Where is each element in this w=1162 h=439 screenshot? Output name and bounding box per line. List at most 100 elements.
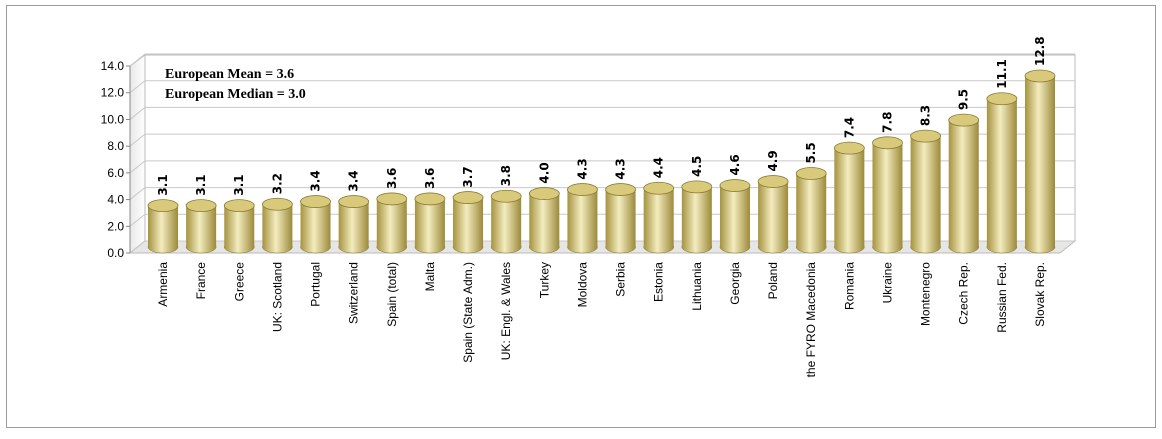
bar-top [223,199,255,212]
value-label: 4.0 [537,162,551,183]
value-label: 4.3 [575,158,589,179]
bar-body [834,148,865,247]
value-label: 11.1 [995,59,1009,89]
bar-top [567,183,598,196]
bar-top [528,187,560,200]
bar-body [872,142,903,247]
annotation: European Median = 3.0 [165,87,306,102]
x-tick-label: Serbia [614,262,628,297]
x-tick-label: Estonia [652,262,666,302]
x-tick-label: Switzerland [347,262,361,324]
x-tick-label: Portugal [309,262,323,307]
bar-top [872,136,903,150]
x-tick-label: Romania [842,262,856,310]
bar [414,192,446,254]
value-label: 3.6 [423,168,437,189]
bar [872,136,903,254]
grid-line [129,187,146,200]
bar-top [795,167,827,180]
bar-body [986,98,1017,247]
bar-top [490,189,522,203]
x-tick-label: UK: Engl. & Wales [499,262,513,360]
y-tick-label: 8.0 [107,139,124,153]
x-tick-label: Montenegro [919,262,933,326]
value-label: 3.4 [309,170,323,191]
bar [986,92,1018,254]
bar-body [758,181,789,247]
frame [6,5,1156,428]
bar [490,189,522,254]
value-label: 4.9 [766,150,780,171]
bar-top [681,180,713,194]
grid-line [129,240,146,254]
bar-body [681,186,712,247]
value-label: 4.5 [690,156,704,177]
value-label: 3.1 [194,174,208,195]
value-label: 7.4 [842,117,856,138]
bar-top [414,192,446,206]
x-tick-label: Ukraine [880,262,894,304]
bar [223,199,255,254]
bar-body [148,205,178,247]
side-wall [129,54,146,255]
y-tick-label: 4.0 [107,193,124,207]
x-tick-label: France [194,262,208,300]
x-tick-label: Georgia [728,262,742,305]
x-tick-label: the FYRO Macedonia [804,262,818,378]
grid-line [129,53,146,67]
bar [147,199,179,254]
bar-top [643,181,675,195]
bar-body [567,189,598,247]
value-label: 7.8 [880,112,894,133]
grid-line [129,133,146,147]
bar-top [605,183,636,196]
x-tick-label: Moldova [575,262,589,308]
bar [528,187,560,254]
bar-top [1024,69,1056,83]
bar-top [300,195,331,208]
annotation: European Mean = 3.6 [165,67,294,82]
bar-body [186,205,217,247]
x-tick-label: Spain (total) [385,262,399,327]
bar [795,167,827,254]
x-tick-label: Spain (State Adm.) [461,262,475,363]
bar [681,180,713,254]
bar [719,179,751,254]
bar [1024,69,1056,254]
x-tick-label: Slovak Rep. [1033,262,1047,327]
bar-top [757,175,789,188]
bar [261,197,293,254]
y-tick-label: 6.0 [107,166,124,180]
bar-top [185,199,217,212]
value-label: 3.1 [156,174,170,195]
bar-body [262,204,293,247]
value-label: 4.3 [614,158,628,179]
bar-body [948,120,979,247]
bar-body [605,189,636,247]
x-tick-label: Lithuania [690,262,704,311]
bar-top [948,113,980,127]
bar [300,195,331,254]
bar-top [376,192,408,206]
bar-body [376,198,407,247]
bar [338,195,370,254]
bar [605,183,636,254]
bar-body [414,198,445,247]
y-tick-label: 14.0 [101,59,125,73]
value-label: 4.6 [728,154,742,175]
value-label: 3.8 [499,165,513,186]
bar-body [224,205,255,247]
bar-body [491,196,522,247]
value-label: 3.2 [270,173,284,194]
value-label: 12.8 [1033,36,1047,66]
bar-body [300,201,331,247]
bar [643,181,675,254]
bar [376,192,408,254]
bar-top [147,199,179,212]
x-tick-label: Greece [232,262,246,302]
grid-line [129,107,146,120]
bar-body [796,173,827,247]
bar-top [261,197,293,211]
grid-line [129,160,146,174]
